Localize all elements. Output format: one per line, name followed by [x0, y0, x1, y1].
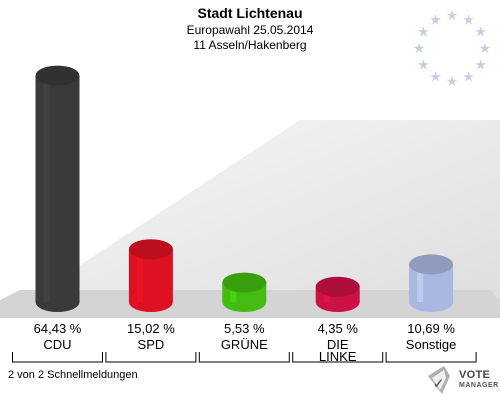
eu-star-icon: ★: [462, 70, 475, 86]
chart-floor-background: [0, 120, 500, 318]
bar-spd: [128, 239, 173, 312]
category-bracket: [12, 352, 103, 363]
eu-star-icon: ★: [479, 41, 492, 57]
value-label: 5,53 %: [224, 321, 265, 336]
category-bracket: [292, 352, 384, 363]
eu-star-icon: ★: [417, 58, 430, 74]
category-bracket: [385, 352, 477, 363]
category-label: Sonstige: [406, 337, 457, 352]
svg-text:✓: ✓: [433, 376, 444, 391]
category-label: CDU: [43, 337, 71, 352]
election-subtitle: Europawahl 25.05.2014: [186, 23, 314, 37]
value-label: 10,69 %: [407, 321, 455, 336]
eu-star-icon: ★: [462, 12, 475, 28]
category-bracket: [105, 352, 197, 363]
eu-star-icon: ★: [446, 74, 459, 90]
bar-grüne: [222, 272, 267, 312]
page-title: Stadt Lichtenau: [197, 5, 303, 21]
eu-star-icon: ★: [413, 41, 426, 57]
district-subtitle: 11 Asseln/Hakenberg: [193, 38, 307, 52]
category-bracket: [198, 352, 290, 363]
eu-star-icon: ★: [474, 58, 487, 74]
value-label: 15,02 %: [127, 321, 175, 336]
eu-star-icon: ★: [474, 25, 487, 41]
status-text: 2 von 2 Schnellmeldungen: [8, 369, 138, 381]
bar-die-linke: [315, 276, 360, 312]
category-label: GRÜNE: [221, 337, 268, 352]
category-label: DIE: [327, 337, 349, 352]
logo-text-manager: MANAGER: [459, 382, 499, 389]
category-label: SPD: [138, 337, 165, 352]
value-label: 64,43 %: [34, 321, 82, 336]
eu-star-icon: ★: [446, 8, 459, 24]
logo-text-vote: VOTE: [459, 369, 491, 381]
eu-star-icon: ★: [417, 25, 430, 41]
bar-sonstige: [409, 254, 454, 312]
eu-star-icon: ★: [429, 12, 442, 28]
value-label: 4,35 %: [317, 321, 358, 336]
category-label: LINKE: [319, 349, 357, 364]
bar-cdu: [35, 65, 80, 312]
vote-manager-logo-icon: ✓: [428, 366, 450, 394]
eu-stars-icon: ★ ★★★★★★★★★★★: [413, 8, 492, 90]
eu-star-icon: ★: [429, 70, 442, 86]
